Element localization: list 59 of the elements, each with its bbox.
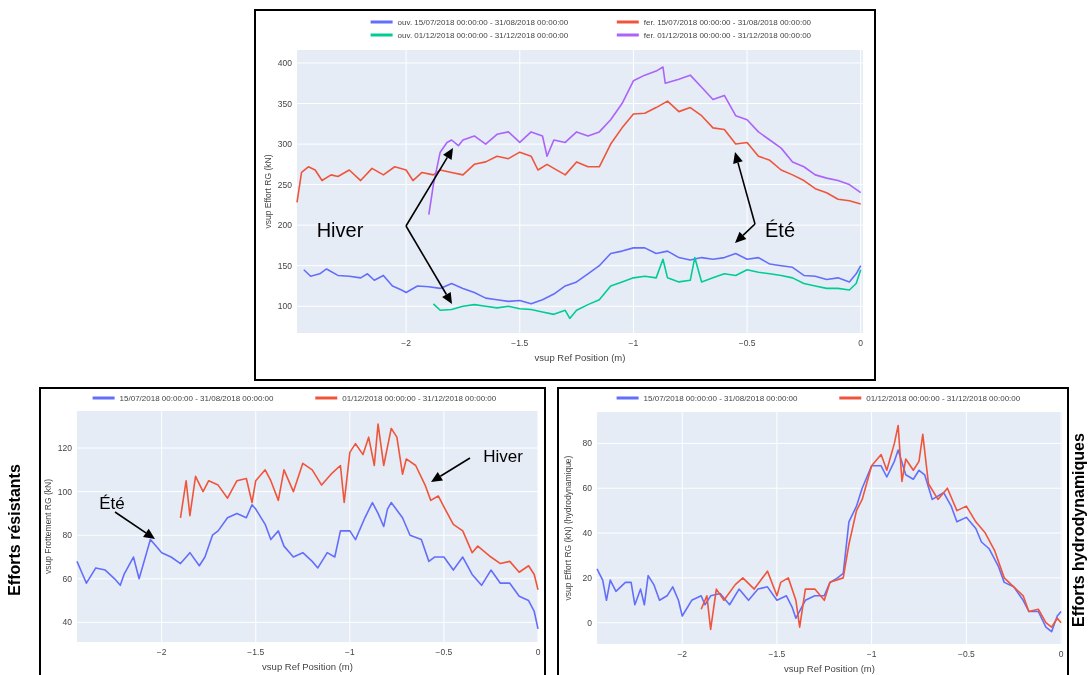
- x-tick-label: 0: [535, 647, 541, 657]
- text: Efforts hydrodynamiques: [1070, 433, 1088, 627]
- y-tick-label: 80: [62, 530, 73, 541]
- x-axis-title: vsup Ref Position (m): [262, 661, 353, 672]
- line-series: [303, 247, 862, 305]
- line-series: [179, 423, 539, 591]
- legend-label: ouv. 01/12/2018 00:00:00 - 31/12/2018 00:00:00: [397, 31, 569, 40]
- x-axis-title: vsup Ref Position (m): [534, 352, 626, 363]
- y-axis-title: vsup Effort RG (kN) (hydrodynamique): [563, 455, 573, 601]
- legend-label: fer. 15/07/2018 00:00:00 - 31/08/2018 00:00:00: [643, 18, 812, 27]
- annotation: Été: [764, 219, 796, 242]
- y-tick-label: 60: [62, 573, 73, 584]
- legend-label: 01/12/2018 00:00:00 - 31/12/2018 00:00:00: [866, 394, 1021, 403]
- legend-label: 01/12/2018 00:00:00 - 31/12/2018 00:00:00: [342, 394, 497, 403]
- x-tick-label: −0.5: [435, 647, 453, 657]
- line-series: [700, 424, 1062, 631]
- annotation: Été: [99, 494, 125, 514]
- x-tick-label: −2: [156, 647, 167, 657]
- y-tick-label: 20: [582, 572, 593, 583]
- line-series: [296, 100, 862, 205]
- legend-label: 15/07/2018 00:00:00 - 31/08/2018 00:00:00: [643, 394, 799, 403]
- x-tick-label: −1: [628, 338, 639, 348]
- y-tick-label: 150: [277, 260, 293, 271]
- line-series: [432, 256, 862, 320]
- y-tick-label: 350: [277, 98, 293, 109]
- x-tick-label: −1: [866, 649, 877, 659]
- x-axis-title: vsup Ref Position (m): [784, 663, 875, 674]
- x-tick-label: −0.5: [957, 649, 976, 659]
- legend-label: ouv. 15/07/2018 00:00:00 - 31/08/2018 00:00:00: [397, 18, 569, 27]
- line-series: [596, 449, 1062, 633]
- y-tick-label: 100: [277, 301, 293, 312]
- x-tick-label: 0: [1058, 649, 1064, 659]
- y-axis-title: vsup Effort RG (kN): [263, 154, 273, 229]
- y-tick-label: 250: [277, 179, 293, 190]
- x-tick-label: −1.5: [511, 338, 529, 348]
- legend-label: fer. 01/12/2018 00:00:00 - 31/12/2018 00:00:00: [643, 31, 812, 40]
- y-tick-label: 40: [62, 617, 73, 628]
- x-tick-label: −1.5: [768, 649, 786, 659]
- y-tick-label: 80: [582, 438, 593, 449]
- y-tick-label: 120: [57, 443, 73, 454]
- y-tick-label: 400: [277, 57, 293, 68]
- annotation: Hiver: [483, 447, 524, 467]
- annotation: Hiver: [316, 219, 364, 242]
- x-tick-label: −0.5: [738, 338, 756, 348]
- x-tick-label: −2: [677, 649, 688, 659]
- text: Efforts résistants: [6, 464, 24, 596]
- x-tick-label: −1: [344, 647, 355, 657]
- y-tick-label: 60: [582, 483, 593, 494]
- y-axis-title: vsup Frottement RG (kN): [43, 478, 53, 574]
- y-tick-label: 40: [582, 528, 593, 539]
- x-tick-label: −2: [401, 338, 412, 348]
- x-tick-label: 0: [858, 338, 864, 348]
- y-tick-label: 100: [57, 486, 73, 497]
- legend-label: 15/07/2018 00:00:00 - 31/08/2018 00:00:00: [119, 394, 275, 403]
- x-tick-label: −1.5: [247, 647, 265, 657]
- y-tick-label: 0: [587, 617, 593, 628]
- y-tick-label: 300: [277, 139, 293, 150]
- y-tick-label: 200: [277, 220, 293, 231]
- line-series: [428, 66, 862, 216]
